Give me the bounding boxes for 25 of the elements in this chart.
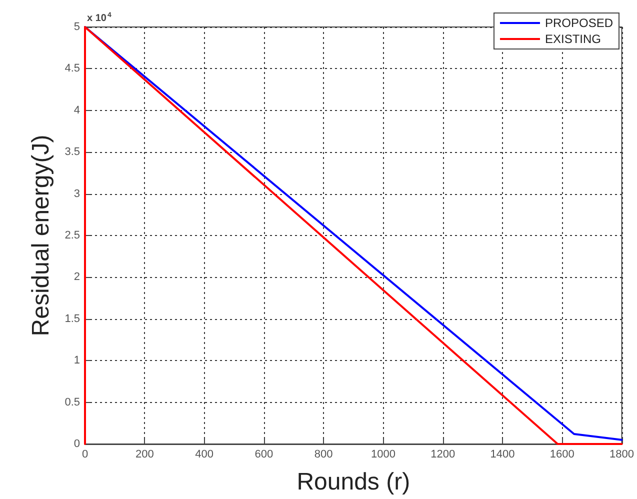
x-tick-label: 0: [82, 448, 88, 460]
x-tick-label: 1800: [610, 448, 634, 460]
x-tick-label: 1000: [370, 448, 396, 460]
x-tick-label: 600: [254, 448, 274, 460]
y-tick-label: 4: [74, 104, 80, 116]
x-tick-label: 1400: [490, 448, 515, 460]
y-tick-label: 2.5: [64, 230, 80, 242]
y-tick-label: 1: [74, 354, 80, 367]
y-tick-label: 3.5: [64, 146, 80, 158]
x-tick-label: 400: [195, 448, 214, 460]
y-tick-label: 1.5: [64, 312, 80, 325]
y-axis-title: Residual energy(J): [28, 134, 54, 336]
y-tick-label: 4.5: [64, 62, 80, 75]
legend-label: PROPOSED: [544, 16, 614, 30]
x-tick-label: 1200: [430, 448, 456, 460]
y-tick-label: 2: [74, 271, 80, 284]
x-axis-title: Rounds (r): [296, 468, 410, 496]
y-tick-label: 5: [74, 21, 80, 33]
x-tick-label: 1600: [550, 448, 574, 460]
x-tick-label: 800: [314, 448, 333, 460]
y-tick-label: 3: [74, 188, 80, 200]
y-tick-label: 0.5: [64, 396, 80, 408]
y-tick-label: 0: [74, 438, 80, 450]
x-tick-label: 200: [135, 448, 154, 460]
legend-label: EXISTING: [544, 32, 601, 46]
